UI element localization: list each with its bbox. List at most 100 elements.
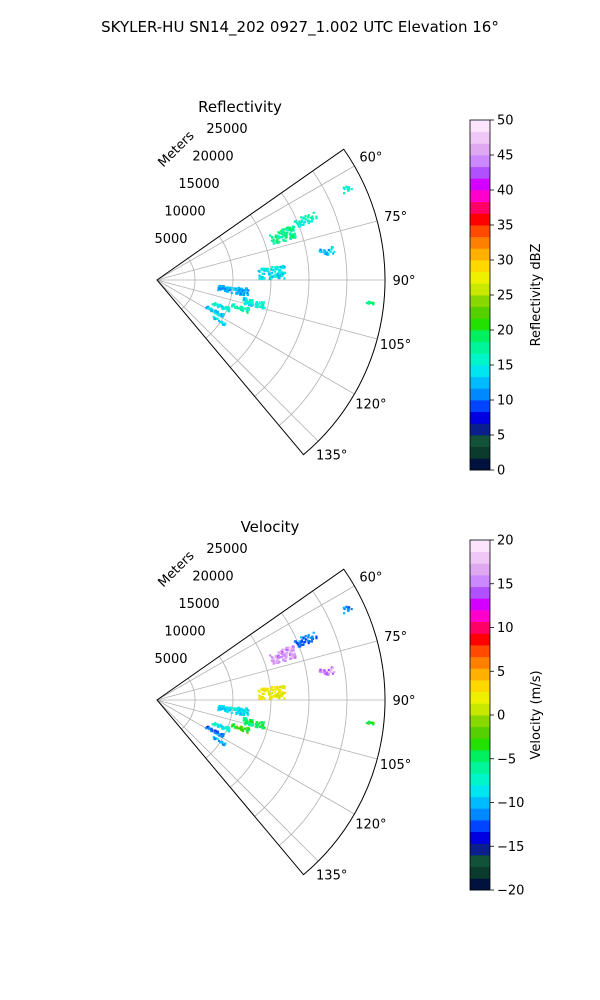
radar-gate: [281, 653, 284, 656]
radar-gate: [278, 277, 281, 280]
data-field: [205, 605, 375, 747]
radar-gate: [244, 721, 247, 724]
radar-gate: [350, 188, 353, 191]
colorbar-tick-label: 15: [497, 359, 514, 374]
radar-gate: [291, 228, 294, 231]
radar-gate: [254, 305, 257, 308]
radar-gate: [258, 301, 261, 304]
radar-gate: [325, 672, 328, 675]
radar-gate: [244, 301, 247, 304]
radar-gate: [283, 653, 287, 656]
colorbar: 0 5 10 15 20 25 30 35 40 45 50 Reflectivity dBZ: [469, 114, 544, 479]
radar-gate: [288, 652, 291, 655]
radar-gate: [290, 650, 293, 653]
radar-gate: [232, 723, 235, 727]
radar-gate: [283, 234, 286, 237]
radar-gate: [266, 687, 269, 690]
radar-gate: [226, 709, 229, 712]
radar-gate: [278, 235, 281, 239]
radar-gate: [289, 655, 293, 658]
azimuth-gridline: [156, 279, 355, 395]
radar-gate: [231, 725, 234, 728]
radar-gate: [226, 290, 229, 293]
radar-gate: [261, 307, 264, 310]
radar-gate: [279, 265, 282, 268]
radar-gate: [238, 307, 241, 310]
radar-gate: [277, 654, 280, 657]
radar-gate: [211, 729, 214, 733]
radius-tick-label: 5000: [154, 652, 187, 667]
radar-gate: [281, 692, 285, 695]
radar-gate: [240, 307, 243, 310]
radar-gate: [220, 320, 223, 323]
radar-gate: [285, 236, 288, 239]
radar-gate: [291, 648, 294, 651]
radar-gate: [236, 288, 239, 291]
radar-gate: [233, 708, 236, 711]
colorbar-tick-label: 15: [497, 577, 514, 592]
radar-gate: [258, 694, 261, 697]
colorbar-segment: [470, 738, 490, 751]
radar-gate: [241, 306, 244, 309]
colorbar-segment: [470, 866, 490, 879]
radar-gate: [304, 640, 307, 643]
radar-gate: [239, 728, 243, 731]
radar-gate: [307, 214, 310, 217]
radar-gate: [219, 706, 222, 709]
radar-gate: [237, 286, 240, 289]
colorbar-segment: [470, 166, 490, 179]
radar-gate: [251, 723, 255, 726]
radar-gate: [226, 710, 229, 713]
range-ring: [254, 192, 310, 397]
radar-gate: [261, 305, 264, 308]
radar-gate: [286, 646, 290, 649]
radar-gate: [304, 220, 307, 223]
radar-gate: [228, 726, 231, 729]
radar-gate: [227, 707, 231, 710]
radar-gate: [224, 306, 227, 309]
radar-gate: [365, 721, 368, 725]
azimuth-tick-label: 90°: [392, 274, 415, 289]
radar-gate: [237, 711, 240, 714]
radar-gate: [233, 726, 236, 729]
colorbar-segment: [470, 785, 490, 798]
radar-gate: [300, 220, 303, 223]
radar-gate: [331, 666, 334, 669]
radar-gate: [241, 713, 244, 716]
radar-gate: [261, 304, 264, 307]
radar-gate: [277, 231, 280, 234]
range-ring: [278, 170, 348, 426]
azimuth-tick-label: 105°: [380, 758, 411, 773]
colorbar-tick-label: 35: [497, 219, 514, 234]
radar-gate: [347, 609, 350, 612]
radar-gate: [261, 687, 264, 690]
radar-gate: [231, 305, 234, 308]
radar-gate: [228, 289, 231, 292]
radar-gate: [222, 733, 225, 736]
radar-gate: [286, 226, 290, 229]
radar-gate: [291, 234, 294, 237]
radar-gate: [226, 289, 229, 292]
radar-gate: [274, 695, 277, 698]
radar-gate: [239, 292, 242, 295]
range-ring: [205, 656, 234, 759]
radar-gate: [236, 712, 239, 715]
colorbar-segment: [470, 878, 490, 891]
radar-gate: [311, 635, 314, 638]
radar-gate: [278, 240, 281, 243]
radar-gate: [240, 290, 243, 293]
colorbar-tick-label: 10: [497, 621, 514, 636]
radar-gate: [293, 652, 296, 655]
radar-gate: [307, 219, 310, 222]
radar-gate: [345, 605, 348, 609]
radar-gate: [236, 727, 239, 730]
radar-gate: [279, 685, 282, 688]
radar-gate: [251, 299, 254, 302]
colorbar-segment: [470, 248, 490, 261]
radar-gate: [311, 215, 314, 218]
radar-gate: [295, 221, 298, 225]
radar-gate: [247, 720, 250, 724]
radar-gate: [278, 695, 281, 698]
radar-gate: [216, 732, 219, 735]
radar-gate: [243, 302, 246, 305]
